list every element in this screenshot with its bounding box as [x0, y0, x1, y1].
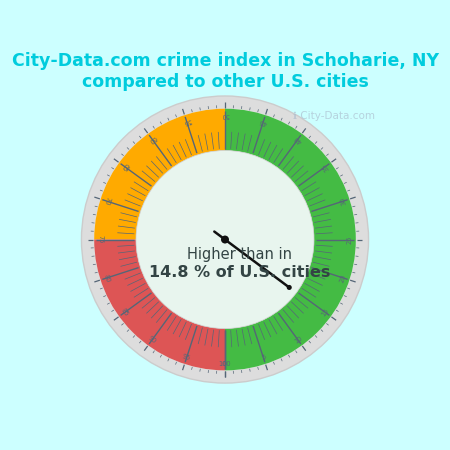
Wedge shape [94, 239, 225, 370]
Text: 15: 15 [321, 307, 330, 318]
Text: City-Data.com crime index in Schoharie, NY
compared to other U.S. cities: City-Data.com crime index in Schoharie, … [12, 52, 438, 91]
Text: 90: 90 [147, 335, 157, 345]
Text: Higher than in: Higher than in [187, 247, 292, 261]
Circle shape [221, 235, 229, 243]
Text: 85: 85 [120, 307, 129, 318]
Text: 35: 35 [321, 162, 330, 171]
Text: 50: 50 [221, 112, 229, 118]
Text: 80: 80 [103, 273, 111, 283]
Wedge shape [94, 109, 225, 239]
Text: 75: 75 [98, 235, 104, 244]
Text: 100: 100 [219, 361, 231, 367]
Wedge shape [225, 109, 356, 370]
Text: 55: 55 [182, 117, 192, 126]
Text: 0: 0 [223, 361, 227, 367]
Circle shape [94, 109, 356, 370]
Text: 40: 40 [293, 134, 303, 144]
Text: 45: 45 [258, 117, 268, 126]
Text: 14.8 % of U.S. cities: 14.8 % of U.S. cities [149, 265, 330, 280]
Circle shape [81, 96, 369, 383]
Text: 30: 30 [339, 196, 347, 206]
Text: 25: 25 [346, 235, 352, 244]
Text: 5: 5 [261, 354, 266, 361]
Text: 20: 20 [339, 273, 347, 283]
Text: 70: 70 [103, 196, 111, 206]
Circle shape [287, 285, 292, 290]
Text: 10: 10 [293, 335, 303, 345]
Text: 65: 65 [120, 161, 129, 172]
Text: 60: 60 [147, 134, 157, 144]
Text: ℹ City-Data.com: ℹ City-Data.com [293, 111, 375, 121]
Text: 95: 95 [182, 354, 192, 362]
Circle shape [136, 150, 314, 328]
